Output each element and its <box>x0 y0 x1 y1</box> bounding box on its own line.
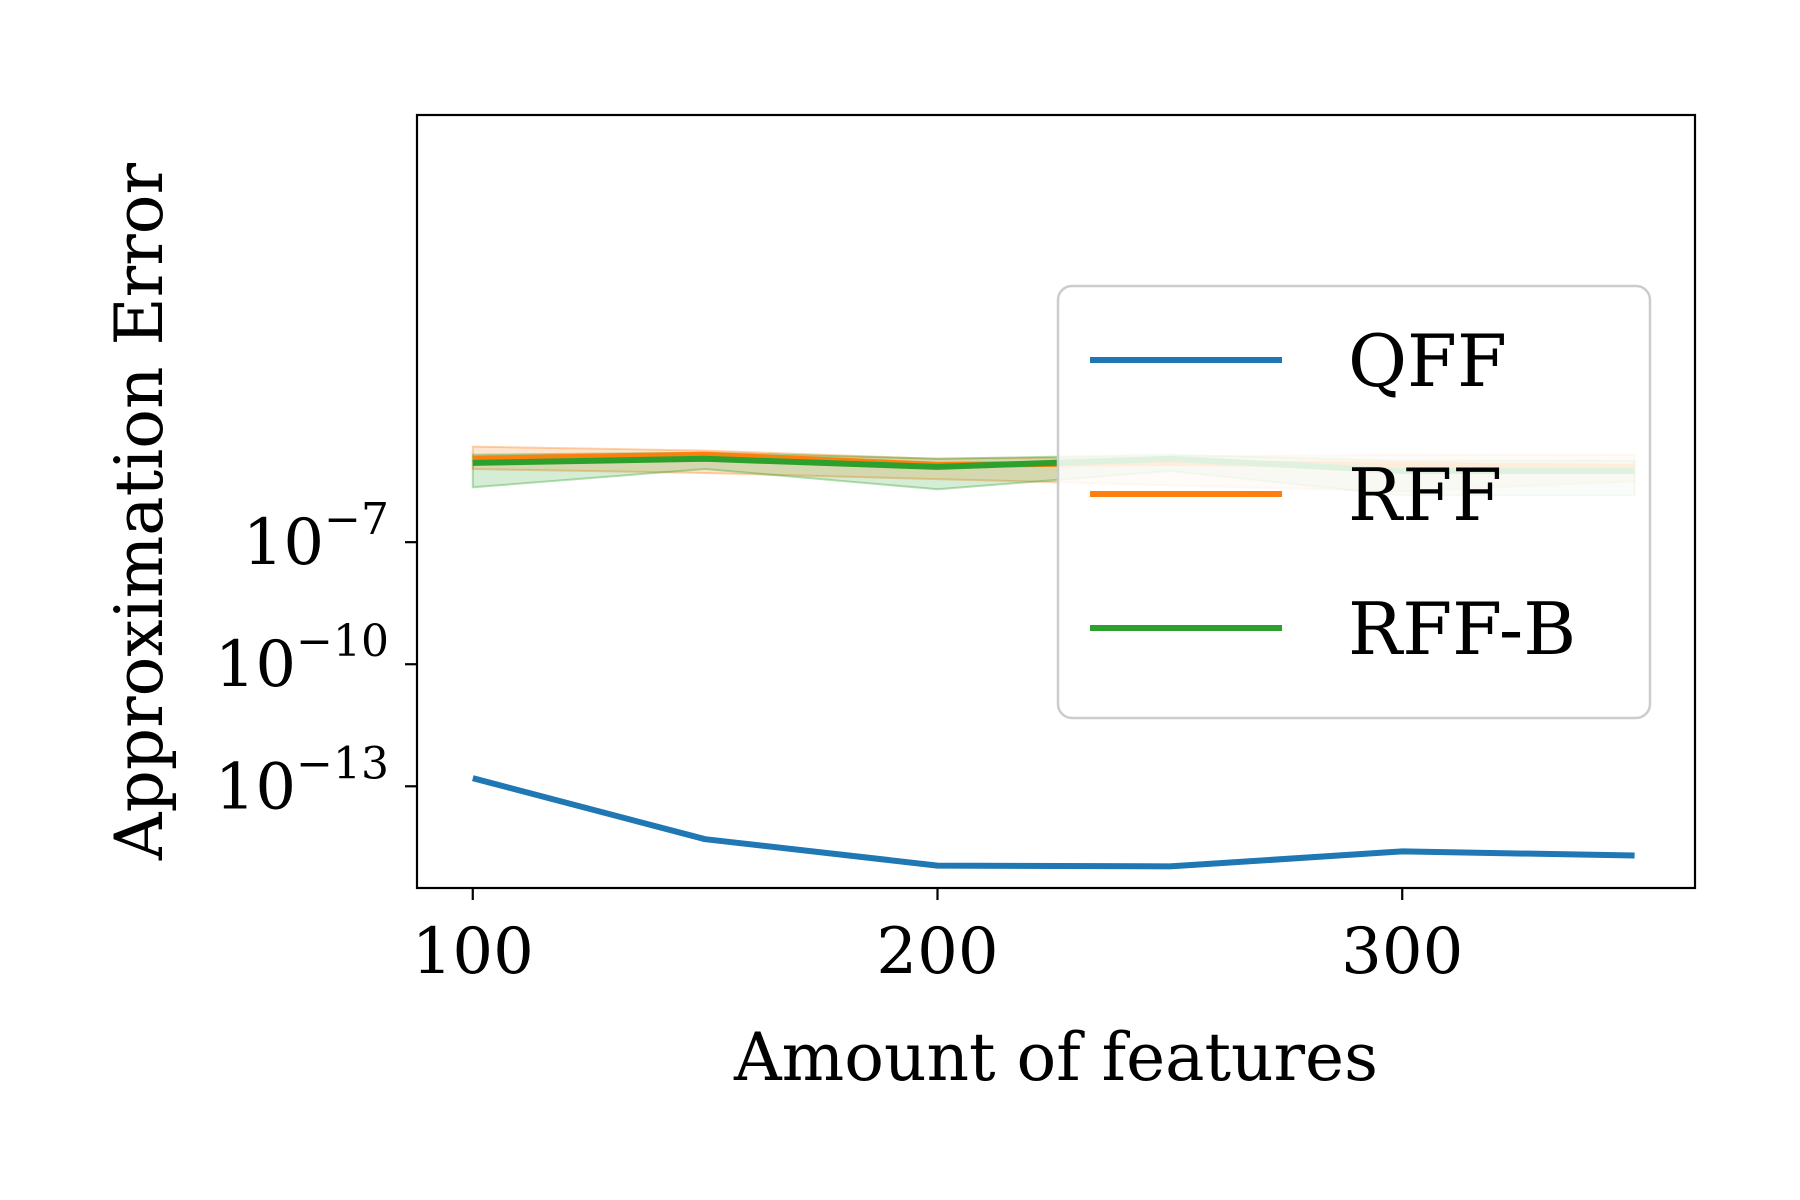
x-tick-label: 200 <box>876 915 998 989</box>
x-tick-label: 300 <box>1341 915 1463 989</box>
x-tick-label: 100 <box>412 915 534 989</box>
legend-box <box>1056 284 1652 720</box>
x-axis-ticks: 100 200 300 <box>412 888 1463 989</box>
y-tick-label: 10−7 <box>243 494 389 580</box>
y-axis-label: Approximation Error <box>101 162 178 861</box>
y-tick-label: 10−10 <box>215 616 389 702</box>
y-axis-ticks: 10−7 10−10 10−13 <box>215 494 417 824</box>
legend-label-qff: QFF <box>1348 319 1507 403</box>
legend-label-rff-b: RFF-B <box>1348 587 1576 671</box>
plot-area-frame <box>415 113 1697 890</box>
y-tick-label: 10−13 <box>215 738 389 824</box>
legend-label-rff: RFF <box>1348 453 1502 537</box>
legend-items: QFF RFF RFF-B <box>1090 319 1576 671</box>
series-line-qff <box>472 775 1635 870</box>
legend: QFF RFF RFF-B <box>1056 284 1652 720</box>
x-axis-label: Amount of features <box>733 1019 1378 1096</box>
